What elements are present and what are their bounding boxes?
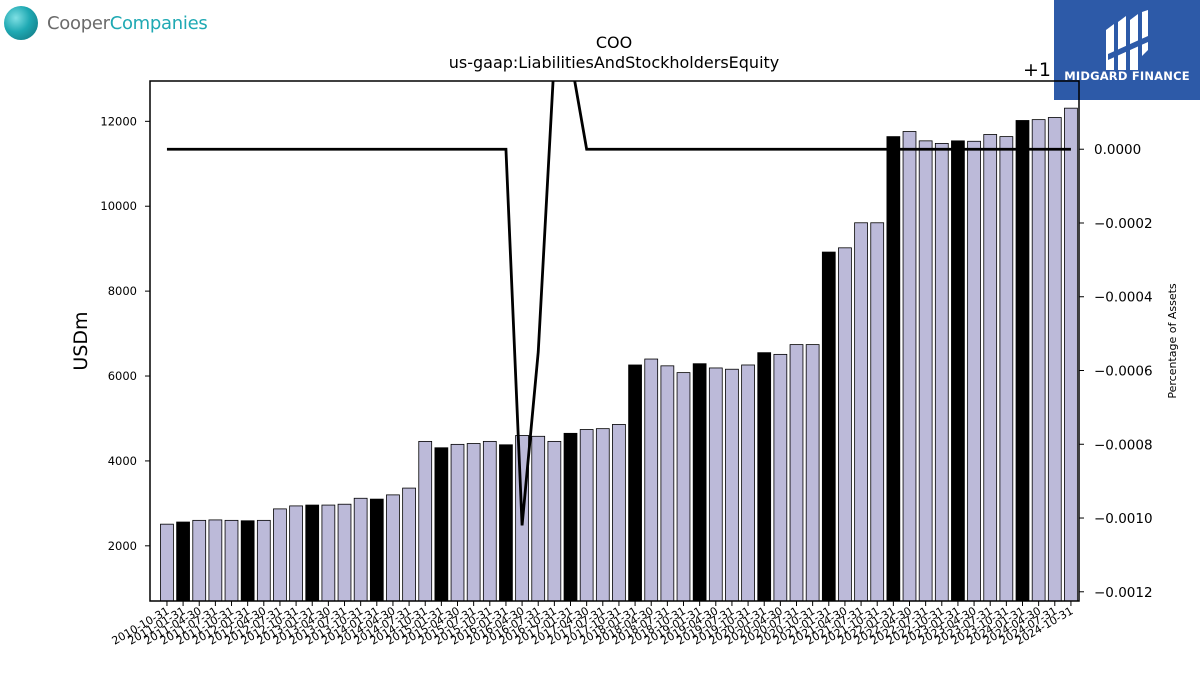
- bar: [499, 444, 513, 602]
- y2-tick-label: 0.0000: [1094, 142, 1141, 158]
- bar: [321, 504, 336, 602]
- bar: [854, 222, 868, 602]
- bar: [757, 352, 772, 602]
- bar: [160, 523, 174, 602]
- bar: [192, 519, 207, 602]
- bar: [789, 344, 804, 602]
- y-tick-label: 12000: [100, 114, 137, 128]
- y-tick-label: 8000: [108, 284, 137, 298]
- bar: [660, 365, 675, 602]
- cooper-logo-text: CooperCompanies: [47, 12, 208, 34]
- bar: [741, 364, 755, 602]
- bar: [386, 494, 400, 602]
- bar: [337, 503, 352, 602]
- y2-tick-label: −0.0012: [1094, 585, 1153, 601]
- bar: [563, 432, 578, 602]
- bar: [402, 487, 416, 602]
- bar: [595, 428, 610, 602]
- bar: [886, 136, 901, 602]
- y2-tick-label: −0.0002: [1094, 216, 1153, 232]
- chart-title: COO: [596, 33, 632, 52]
- plot-frame: [149, 80, 1080, 602]
- series-line: [166, 81, 1071, 526]
- bar: [1015, 120, 1030, 602]
- y-axis-label: USDm: [70, 311, 92, 370]
- y2-tick-label: −0.0006: [1094, 364, 1153, 380]
- bar: [289, 505, 303, 602]
- bar: [999, 136, 1014, 602]
- bar: [482, 440, 497, 602]
- bar: [1047, 117, 1062, 602]
- bar: [353, 497, 368, 602]
- bar: [805, 344, 820, 602]
- bar: [708, 367, 723, 602]
- bar: [434, 447, 449, 602]
- bar: [902, 131, 917, 602]
- bar: [870, 222, 885, 602]
- bar: [176, 521, 190, 602]
- cooper-companies-logo: CooperCompanies: [4, 4, 208, 42]
- bar: [224, 519, 239, 602]
- cooper-logo-icon: [4, 6, 38, 40]
- y2-offset-label: +1: [1023, 59, 1051, 81]
- bar: [951, 140, 965, 602]
- chart-subtitle: us-gaap:LiabilitiesAndStockholdersEquity: [449, 53, 780, 72]
- bar: [725, 368, 739, 602]
- y2-tick-label: −0.0010: [1094, 511, 1153, 527]
- y-tick-label: 4000: [108, 454, 137, 468]
- bar: [531, 435, 546, 602]
- bar: [547, 440, 562, 602]
- bar: [369, 498, 384, 602]
- y2-tick-label: −0.0004: [1094, 290, 1153, 306]
- bar: [579, 429, 594, 602]
- midgard-finance-logo: MIDGARD FINANCE: [1054, 0, 1200, 100]
- bar: [273, 508, 287, 602]
- bar: [676, 372, 691, 602]
- bar: [208, 519, 223, 602]
- bar: [773, 353, 788, 602]
- bar: [612, 424, 626, 602]
- bar: [628, 364, 642, 602]
- bar: [418, 440, 433, 602]
- midgard-brand-text: MIDGARD FINANCE: [1064, 69, 1190, 83]
- bar: [934, 142, 949, 602]
- bar: [838, 247, 852, 602]
- bar: [1064, 107, 1078, 602]
- y2-tick-label: −0.0008: [1094, 437, 1153, 453]
- bar: [821, 251, 836, 602]
- y-tick-label: 2000: [108, 539, 137, 553]
- bar: [692, 363, 707, 602]
- y2-axis-label: Percentage of Assets: [1166, 283, 1179, 399]
- bar: [240, 520, 255, 602]
- bar: [450, 443, 465, 602]
- bar: [1031, 119, 1046, 602]
- bar: [305, 504, 320, 602]
- bar: [466, 443, 481, 602]
- bar: [967, 140, 981, 602]
- bar: [983, 134, 998, 602]
- y-tick-label: 10000: [100, 199, 137, 213]
- bar: [644, 358, 659, 602]
- bar: [256, 519, 271, 602]
- y-tick-label: 6000: [108, 369, 137, 383]
- midgard-logo-icon: [1106, 10, 1148, 70]
- bar: [918, 140, 933, 602]
